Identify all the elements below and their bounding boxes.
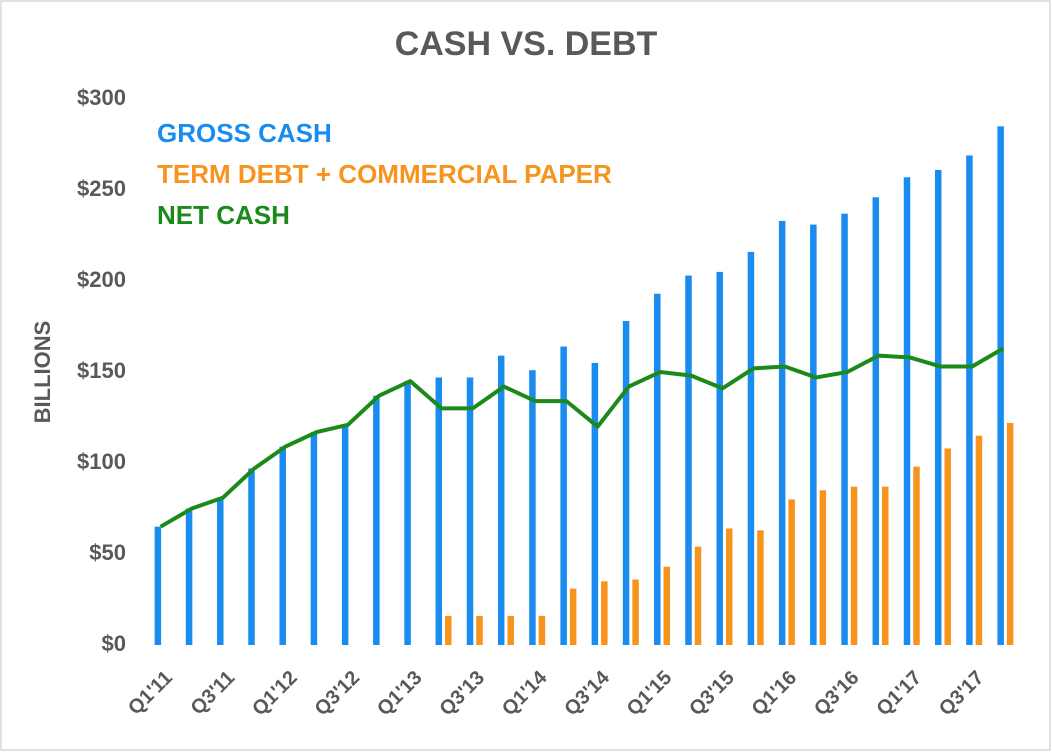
bar	[373, 395, 380, 645]
bar	[632, 579, 639, 645]
bar	[788, 499, 795, 645]
bar	[248, 468, 255, 645]
y-tick-label: $200	[77, 267, 126, 292]
bar	[934, 169, 942, 646]
bar	[694, 546, 702, 645]
bar	[591, 362, 599, 645]
bar	[966, 155, 973, 646]
legend-entry: GROSS CASH	[157, 118, 332, 148]
y-tick-label: $50	[89, 540, 126, 565]
bar	[944, 448, 951, 645]
y-axis-label: BILLIONS	[30, 321, 55, 424]
bar	[341, 424, 349, 645]
bar	[601, 581, 608, 645]
bar	[850, 486, 858, 645]
legend-entry: TERM DEBT + COMMERCIAL PAPER	[157, 159, 612, 189]
bar	[310, 432, 318, 645]
bar	[476, 615, 483, 645]
bar	[404, 381, 411, 645]
chart-title: CASH VS. DEBT	[395, 25, 658, 63]
y-tick-label: $150	[77, 358, 126, 383]
y-tick-label: $100	[77, 449, 126, 474]
bar	[435, 377, 443, 645]
bar	[872, 197, 880, 645]
bar	[560, 346, 567, 645]
bar	[778, 220, 786, 645]
bar	[507, 615, 514, 645]
bar	[538, 615, 546, 645]
bar	[654, 293, 661, 645]
bar	[747, 251, 755, 645]
bar	[975, 435, 983, 645]
bar	[185, 508, 193, 645]
bar	[279, 446, 286, 645]
bar	[1006, 422, 1014, 645]
bar	[217, 497, 224, 645]
y-tick-label: $300	[77, 85, 126, 110]
bar	[466, 377, 474, 645]
bar	[997, 126, 1004, 646]
bar	[819, 490, 827, 645]
bar	[685, 275, 692, 645]
bar	[757, 530, 764, 645]
bar	[903, 177, 911, 645]
bar	[663, 566, 671, 645]
legend-entry: NET CASH	[157, 200, 290, 230]
line	[159, 346, 1005, 529]
y-tick-label: $250	[77, 176, 126, 201]
bar	[445, 615, 452, 645]
bar	[154, 526, 162, 645]
bar	[882, 486, 889, 645]
bar	[841, 213, 848, 645]
bar	[913, 466, 920, 645]
bar	[622, 321, 630, 645]
bar	[716, 271, 723, 645]
bar	[725, 528, 733, 645]
bar	[569, 588, 577, 645]
bar	[497, 355, 505, 645]
bar	[810, 224, 817, 645]
bar	[529, 370, 536, 645]
y-tick-label: $0	[102, 631, 126, 656]
